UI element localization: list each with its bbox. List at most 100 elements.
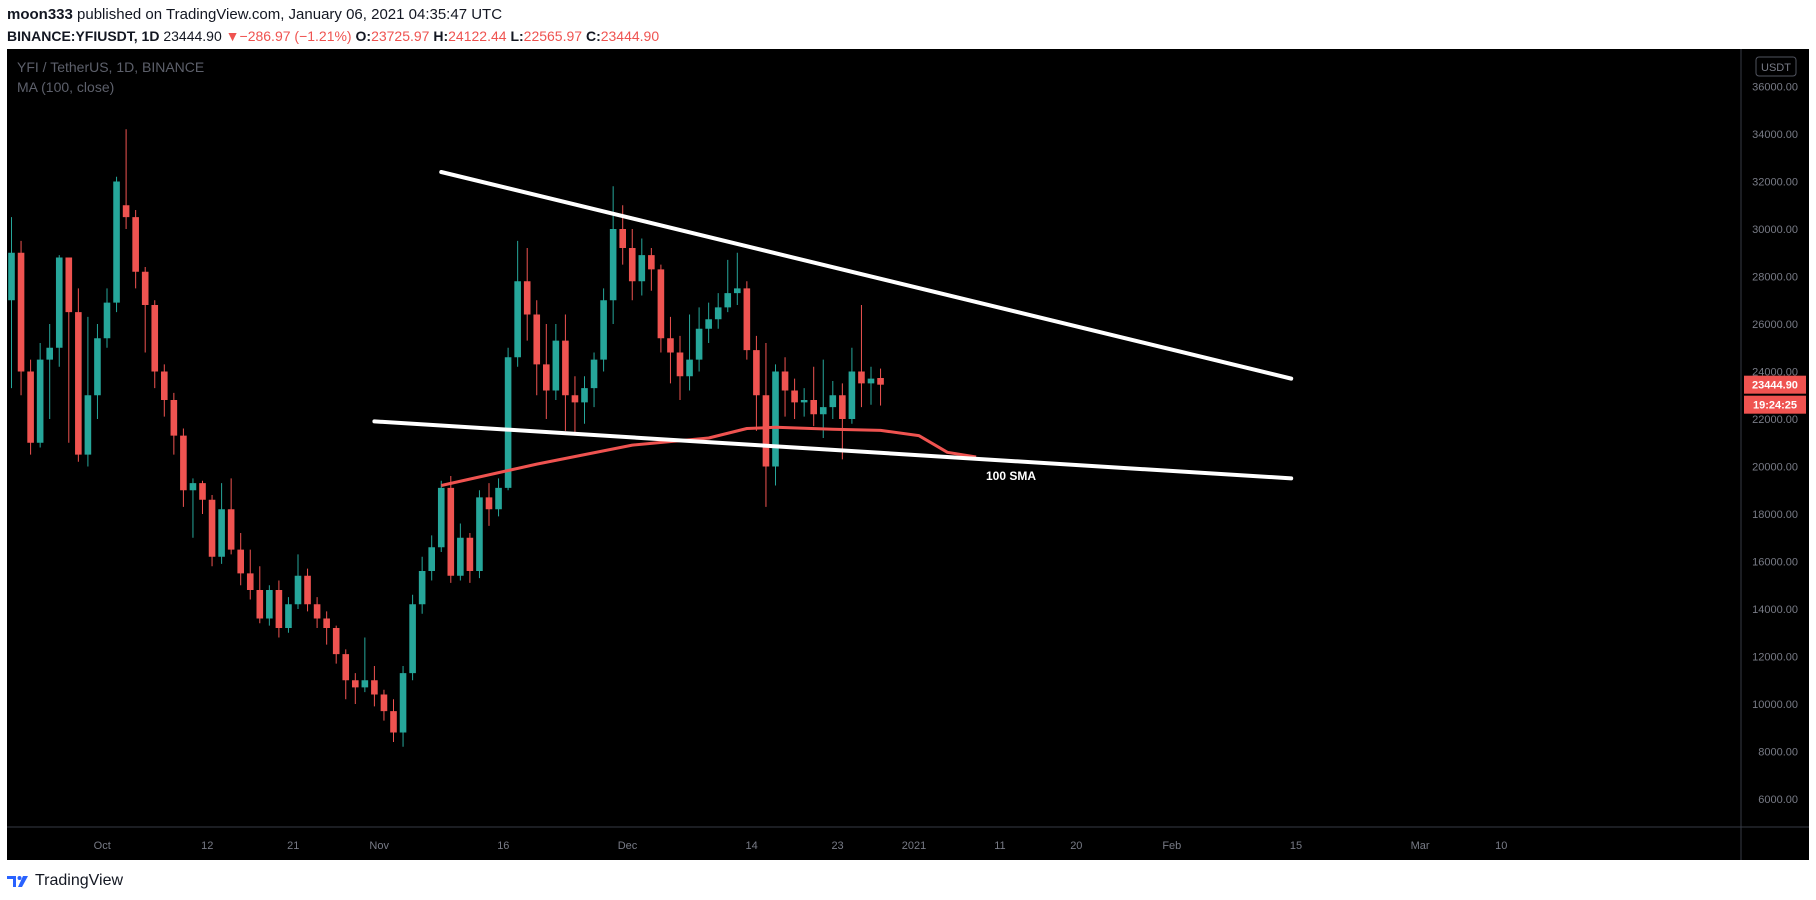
candle[interactable] [772,364,779,486]
candle[interactable] [734,252,741,305]
candle[interactable] [342,649,350,700]
candle[interactable] [8,217,15,389]
candle[interactable] [485,483,493,526]
candle[interactable] [695,307,703,372]
candle[interactable] [466,533,474,583]
candle[interactable] [504,347,512,491]
candle[interactable] [590,352,598,408]
candle[interactable] [399,666,407,747]
candle[interactable] [237,533,244,586]
candle[interactable] [476,490,483,579]
candle[interactable] [552,324,560,400]
candle[interactable] [246,549,254,600]
candle[interactable] [361,637,369,693]
candle[interactable] [75,288,82,462]
candle[interactable] [122,129,130,229]
candle[interactable] [581,376,588,424]
candle[interactable] [390,699,397,742]
candle[interactable] [867,366,875,405]
candle[interactable] [352,673,359,704]
candle[interactable] [170,392,178,455]
candle[interactable] [858,305,865,408]
trendline-upper[interactable] [439,170,1294,381]
y-tick-label: 10000.00 [1752,699,1798,711]
candle[interactable] [628,229,636,301]
candle[interactable] [600,288,607,372]
candle[interactable] [371,666,378,707]
candle[interactable] [17,240,25,396]
candle[interactable] [141,267,149,353]
candle[interactable] [208,495,216,567]
candle[interactable] [762,343,770,507]
candle[interactable] [753,335,760,431]
candle[interactable] [113,176,120,313]
trendline-lower[interactable] [372,419,1294,481]
candle[interactable] [103,288,111,348]
candle[interactable] [275,580,283,638]
candle[interactable] [447,476,455,583]
candle[interactable] [676,335,684,400]
candle[interactable] [648,248,655,291]
candle[interactable] [437,480,445,552]
candle[interactable] [781,357,789,417]
candle[interactable] [657,264,665,353]
candle[interactable] [94,324,101,419]
candle[interactable] [562,314,569,431]
candle[interactable] [84,316,92,467]
candle[interactable] [848,347,856,424]
candle[interactable] [714,293,722,329]
candle[interactable] [285,597,292,633]
candle[interactable] [791,378,798,419]
candle[interactable] [743,281,751,360]
candle[interactable] [65,257,73,443]
x-axis[interactable]: Oct 12 21 Nov 16 Dec 14 23 2021 11 20 Feb 15 Mar 10 [94,840,1508,852]
candle[interactable] [609,186,617,324]
candle[interactable] [428,535,435,581]
candle[interactable] [180,428,187,507]
author-name[interactable]: moon333 [7,6,73,23]
candle[interactable] [457,523,464,581]
candle[interactable] [55,255,63,367]
candle[interactable] [495,478,502,517]
candle[interactable] [189,478,197,538]
candle[interactable] [323,611,330,645]
candle[interactable] [418,556,426,614]
candle[interactable] [409,594,416,681]
candle[interactable] [800,388,808,417]
currency-badge-box[interactable] [1755,56,1797,77]
candle[interactable] [199,480,206,514]
candle[interactable] [151,300,159,389]
footer-brand[interactable]: TradingView [7,868,123,894]
candle[interactable] [543,324,550,419]
candle[interactable] [571,376,579,436]
y-axis[interactable]: 6000.00 8000.00 10000.00 12000.00 14000.00 16… [1752,82,1798,807]
candle[interactable] [46,324,53,419]
candle[interactable] [332,625,340,664]
candle[interactable] [829,381,837,419]
candle[interactable] [132,210,139,289]
candle[interactable] [27,359,34,455]
candle[interactable] [514,240,521,367]
candle[interactable] [667,316,674,384]
candle[interactable] [380,689,388,721]
candle[interactable] [839,383,846,460]
candle[interactable] [705,302,712,343]
candle[interactable] [304,568,311,612]
candle[interactable] [218,483,225,564]
candle[interactable] [161,364,168,417]
candle[interactable] [523,248,531,341]
candle[interactable] [810,366,817,427]
candle[interactable] [294,554,302,609]
candle[interactable] [266,585,273,626]
candle[interactable] [638,238,646,296]
candle[interactable] [256,566,264,624]
candle[interactable] [227,478,235,555]
candle[interactable] [686,314,693,391]
candle[interactable] [724,259,732,313]
candle[interactable] [36,343,44,448]
candle[interactable] [877,368,884,406]
candle[interactable] [313,597,321,628]
candle[interactable] [819,359,827,438]
candle[interactable] [533,300,541,396]
